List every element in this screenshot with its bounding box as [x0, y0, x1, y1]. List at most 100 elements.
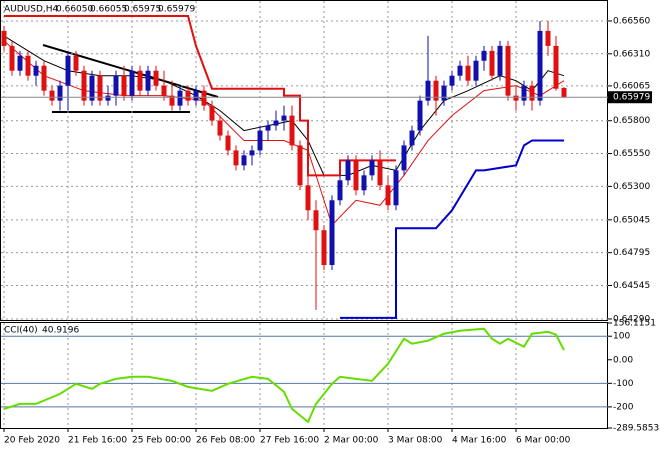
- candle-body: [41, 65, 47, 91]
- candle-body: [249, 150, 255, 156]
- y-tick-label: -289.5853: [613, 424, 659, 434]
- candle-body: [177, 90, 183, 106]
- x-tick-label: 4 Mar 16:00: [452, 436, 507, 446]
- y-tick-label: 0.65300: [613, 182, 650, 192]
- candle-body: [433, 80, 439, 101]
- candle-body: [121, 75, 127, 96]
- x-tick-label: 21 Feb 16:00: [68, 436, 127, 446]
- candle-body: [145, 70, 151, 91]
- candle-body: [105, 95, 111, 101]
- y-tick-label: 0.66065: [613, 81, 650, 91]
- x-tick-label: 26 Feb 08:00: [196, 436, 255, 446]
- candle-body: [49, 90, 55, 101]
- candle-body: [153, 70, 159, 86]
- chart-title: AUDUSD,H4: [4, 5, 59, 15]
- candle-body: [369, 160, 375, 176]
- candle-body: [81, 70, 87, 101]
- price-label: 0.65979: [613, 93, 650, 103]
- candle-body: [33, 65, 39, 76]
- candle-body: [65, 55, 71, 86]
- candle-body: [297, 145, 303, 186]
- main-frame: [0, 0, 608, 321]
- candle-body: [489, 50, 495, 76]
- indicator-value: 40.9196: [42, 326, 79, 336]
- candle-body: [417, 100, 423, 131]
- y-tick-label: 100: [613, 332, 630, 342]
- y-tick-label: 0.65550: [613, 149, 650, 159]
- candle-body: [545, 30, 551, 46]
- candle-body: [393, 170, 399, 206]
- candle-body: [449, 75, 455, 86]
- candle-body: [281, 115, 287, 121]
- candle-body: [209, 105, 215, 121]
- candle-body: [217, 120, 223, 136]
- y-tick-label: 0.66560: [613, 16, 650, 26]
- candle-body: [329, 200, 335, 265]
- candle-body: [225, 135, 231, 151]
- indicator-line: [340, 139, 564, 319]
- header-price: 0.66050: [56, 5, 93, 15]
- candle-body: [353, 160, 359, 191]
- header-price: 0.66055: [90, 5, 127, 15]
- candle-body: [377, 160, 383, 186]
- y-tick-label: -100: [613, 379, 634, 389]
- candle-body: [273, 120, 279, 126]
- candle-body: [1, 30, 7, 46]
- candle-body: [233, 150, 239, 166]
- candle-body: [425, 80, 431, 101]
- candle-body: [129, 70, 135, 96]
- candle-body: [305, 185, 311, 211]
- x-tick-label: 2 Mar 00:00: [324, 436, 379, 446]
- candle-body: [57, 85, 63, 101]
- candle-body: [497, 45, 503, 76]
- candle-body: [505, 45, 511, 96]
- candle-body: [73, 55, 79, 71]
- header-price: 0.65979: [158, 5, 195, 15]
- candle-body: [521, 85, 527, 101]
- candle-body: [441, 85, 447, 101]
- candle-body: [97, 75, 103, 101]
- candle-body: [313, 210, 319, 231]
- y-tick-label: 0.64545: [613, 281, 650, 291]
- candle-body: [265, 125, 271, 131]
- header-price: 0.65975: [124, 5, 161, 15]
- candle-body: [201, 90, 207, 106]
- x-tick-label: 3 Mar 08:00: [388, 436, 443, 446]
- candle-body: [137, 70, 143, 91]
- x-tick-label: 27 Feb 16:00: [260, 436, 319, 446]
- candle-body: [321, 230, 327, 265]
- candle-body: [473, 60, 479, 81]
- candle-body: [457, 65, 463, 76]
- candle-body: [465, 65, 471, 81]
- candle-body: [113, 75, 119, 96]
- y-tick-label: 156.1151: [613, 319, 656, 329]
- x-tick-label: 20 Feb 2020: [4, 436, 60, 446]
- candle-body: [289, 115, 295, 146]
- candle-body: [409, 130, 415, 146]
- candle-body: [193, 90, 199, 101]
- indicator-frame: [0, 322, 608, 429]
- indicator-title: CCI(40): [4, 326, 38, 336]
- candle-body: [169, 95, 175, 106]
- candle-body: [89, 75, 95, 101]
- candle-body: [385, 185, 391, 206]
- y-tick-label: 0.65045: [613, 215, 650, 225]
- candle-body: [553, 45, 559, 89]
- y-tick-label: 0.66310: [613, 49, 650, 59]
- candle-body: [17, 55, 23, 71]
- candle-body: [401, 145, 407, 171]
- candle-body: [513, 95, 519, 101]
- candle-body: [161, 85, 167, 96]
- candle-body: [529, 85, 535, 101]
- candle-body: [257, 130, 263, 151]
- y-tick-label: 0.64290: [613, 314, 650, 324]
- indicator-line: [4, 14, 396, 177]
- y-tick-label: -200: [613, 402, 634, 412]
- candle-body: [241, 155, 247, 166]
- cci-line: [3, 327, 565, 424]
- candle-body: [337, 180, 343, 201]
- candle-body: [361, 175, 367, 191]
- candle-body: [561, 87, 567, 98]
- y-tick-label: 0.64795: [613, 248, 650, 258]
- x-tick-label: 6 Mar 00:00: [516, 436, 571, 446]
